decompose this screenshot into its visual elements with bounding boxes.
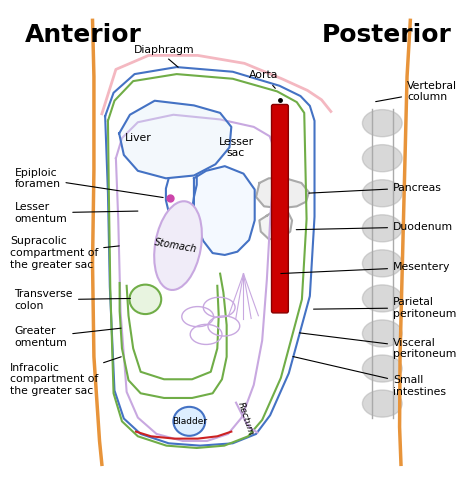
Text: Rectum: Rectum [236, 401, 255, 436]
Text: Visceral
peritoneum: Visceral peritoneum [300, 333, 456, 359]
Text: Pancreas: Pancreas [309, 183, 442, 193]
Ellipse shape [363, 320, 402, 347]
Text: Parietal
peritoneum: Parietal peritoneum [314, 297, 456, 319]
Ellipse shape [363, 144, 402, 172]
Ellipse shape [363, 215, 402, 242]
Text: Aorta: Aorta [249, 71, 279, 88]
Text: Duodenum: Duodenum [296, 222, 453, 232]
Text: Supracolic
compartment of
the greater sac: Supracolic compartment of the greater sa… [10, 237, 119, 270]
Text: Diaphragm: Diaphragm [134, 46, 194, 55]
Text: Small
intestines: Small intestines [293, 357, 446, 396]
Ellipse shape [363, 250, 402, 277]
Ellipse shape [363, 390, 402, 417]
Polygon shape [256, 178, 309, 208]
Text: Greater
omentum: Greater omentum [15, 326, 121, 348]
Ellipse shape [173, 407, 205, 436]
Polygon shape [119, 101, 231, 178]
Polygon shape [194, 166, 255, 255]
Text: Lesser
sac: Lesser sac [219, 137, 254, 158]
Ellipse shape [363, 109, 402, 137]
Polygon shape [259, 208, 292, 239]
Ellipse shape [129, 285, 161, 314]
Ellipse shape [363, 285, 402, 312]
Text: Transverse
colon: Transverse colon [15, 289, 130, 311]
Text: Liver: Liver [125, 133, 151, 143]
Ellipse shape [363, 355, 402, 382]
Text: Anterior: Anterior [25, 23, 142, 47]
Text: Vertebral
column: Vertebral column [376, 81, 457, 102]
Text: Infracolic
compartment of
the greater sac: Infracolic compartment of the greater sa… [10, 357, 121, 396]
Text: Epiploic
foramen: Epiploic foramen [15, 168, 163, 197]
Text: Bladder: Bladder [172, 417, 207, 426]
Ellipse shape [363, 180, 402, 207]
Text: Posterior: Posterior [322, 23, 452, 47]
Ellipse shape [154, 201, 202, 290]
Text: Lesser
omentum: Lesser omentum [15, 202, 138, 224]
Text: Mesentery: Mesentery [281, 262, 450, 274]
Text: Stomach: Stomach [154, 237, 198, 254]
FancyBboxPatch shape [272, 105, 288, 313]
